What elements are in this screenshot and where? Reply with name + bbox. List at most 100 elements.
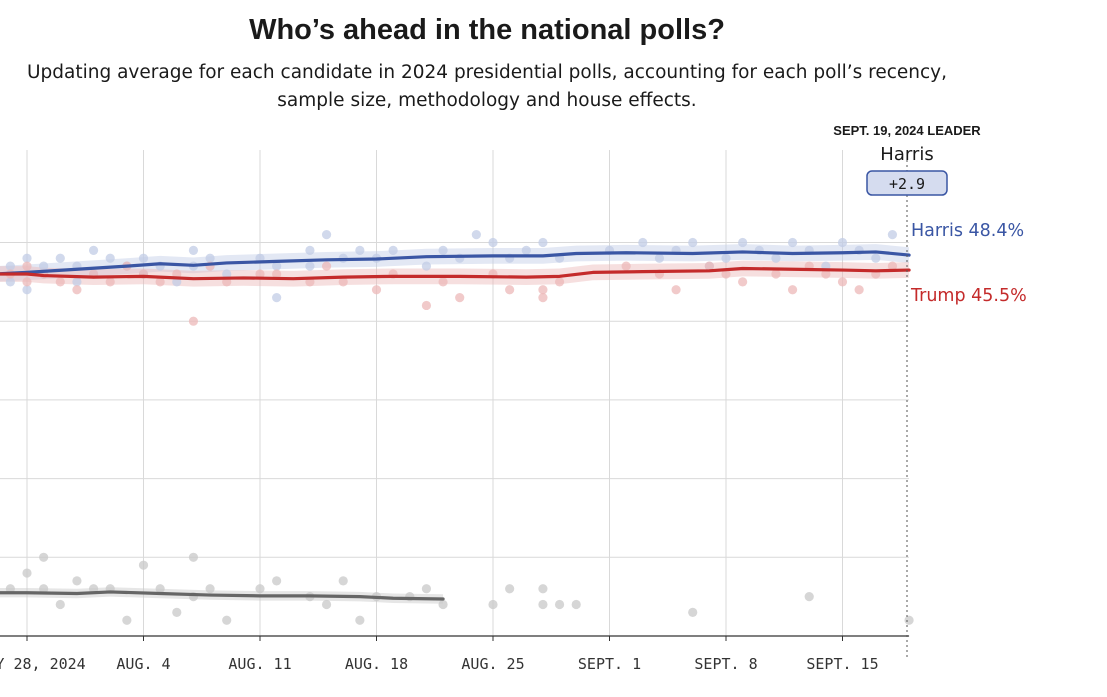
- harris-poll-point-42: [638, 237, 648, 248]
- x-axis: JULY 28, 2024 AUG. 4 AUG. 11 AUG. 18 AUG. 25…: [0, 635, 910, 673]
- trump-poll-point-44: [887, 261, 898, 271]
- trump-poll-point-6: [72, 285, 82, 295]
- trump-poll-point-28: [538, 285, 548, 295]
- gridlines: [0, 150, 910, 636]
- harris-trend-line: [0, 250, 911, 276]
- harris-poll-point-35: [471, 230, 481, 240]
- harris-poll-point-50: [771, 253, 781, 263]
- other-poll-point-25: [421, 584, 432, 594]
- other-poll-point-20: [321, 599, 332, 610]
- harris-poll-point-4: [22, 285, 32, 295]
- trump-poll-point-40: [821, 269, 831, 279]
- x-tick-label-6: SEPT. 8: [694, 655, 757, 673]
- harris-poll-point-29: [355, 245, 365, 255]
- x-tick-label-7: SEPT. 15: [806, 655, 878, 673]
- other-poll-point-16: [222, 615, 232, 625]
- harris-poll-point-47: [721, 253, 731, 263]
- other-poll-point-34: [804, 592, 814, 602]
- harris-poll-point-1: [5, 261, 15, 271]
- chart-subtitle-line-2: sample size, methodology and house effec…: [277, 90, 696, 111]
- trump-poll-point-42: [854, 285, 864, 295]
- harris-poll-point-7: [55, 253, 65, 263]
- trump-end-label: Trump 45.5%: [910, 286, 1027, 306]
- trump-poll-point-17: [272, 269, 282, 279]
- other-poll-point-33: [688, 607, 698, 617]
- harris-poll-point-10: [88, 245, 99, 255]
- trump-poll-point-33: [671, 285, 681, 295]
- trump-poll-point-41: [837, 277, 848, 287]
- trump-poll-point-5: [55, 277, 65, 287]
- trump-poll-point-38: [787, 285, 798, 295]
- harris-poll-point-3: [22, 253, 32, 263]
- harris-poll-point-25: [305, 245, 315, 255]
- x-tick-label-0: JULY 28, 2024: [0, 655, 86, 673]
- harris-poll-point-48: [738, 237, 748, 248]
- leader-box: SEPT. 19, 2024 LEADER Harris +2.9: [833, 123, 981, 196]
- trump-poll-point-24: [438, 277, 448, 287]
- trump-poll-point-3: [22, 261, 32, 271]
- other-poll-point-21: [338, 576, 348, 586]
- leader-margin-badge: [866, 170, 948, 196]
- harris-poll-point-36: [488, 237, 498, 248]
- other-poll-point-22: [355, 615, 365, 625]
- other-poll-point-3: [39, 552, 49, 562]
- trump-trend-line: [0, 266, 911, 281]
- harris-poll-point-24: [272, 261, 282, 271]
- trump-poll-point-16: [255, 269, 265, 279]
- trump-poll-point-21: [371, 285, 382, 295]
- harris-poll-point-2: [5, 277, 15, 287]
- x-tick-label-5: SEPT. 1: [578, 655, 641, 673]
- chart-title: Who’s ahead in the national polls?: [249, 14, 725, 46]
- trump-poll-point-36: [738, 277, 748, 287]
- trump-poll-point-35: [721, 269, 731, 279]
- other-poll-point-10: [138, 560, 149, 570]
- harris-poll-point-26: [305, 261, 315, 271]
- harris-poll-point-32: [421, 261, 432, 271]
- harris-poll-point-45: [688, 237, 698, 248]
- trump-poll-point-30: [554, 277, 565, 287]
- trump-poll-point-37: [771, 269, 781, 279]
- harris-poll-point-27: [321, 230, 332, 240]
- trump-poll-point-25: [455, 292, 465, 303]
- other-poll-point-1: [5, 584, 15, 594]
- x-tick-label-3: AUG. 18: [345, 655, 408, 673]
- harris-poll-point-56: [871, 253, 881, 263]
- harris-poll-point-12: [105, 253, 115, 263]
- harris-poll-point-54: [837, 237, 848, 248]
- leader-margin-value: +2.9: [889, 175, 925, 193]
- trump-poll-point-23: [421, 300, 432, 311]
- other-poll-point-30: [538, 599, 548, 610]
- other-poll-point-5: [55, 599, 65, 610]
- harris-poll-point-57: [887, 230, 898, 240]
- x-tick-label-1: AUG. 4: [116, 655, 170, 673]
- other-poll-point-4: [39, 584, 49, 594]
- chart-subtitle-line-1: Updating average for each candidate in 2…: [27, 62, 947, 83]
- other-poll-point-9: [122, 615, 132, 625]
- poll-points: [5, 230, 914, 625]
- harris-poll-point-33: [438, 245, 448, 255]
- trump-poll-point-29: [538, 292, 548, 303]
- other-poll-point-17: [255, 584, 265, 594]
- other-poll-point-12: [172, 607, 182, 617]
- other-poll-point-6: [72, 576, 82, 586]
- harris-poll-point-14: [138, 253, 149, 263]
- other-poll-point-2: [22, 568, 32, 578]
- harris-poll-point-43: [654, 253, 665, 263]
- trump-poll-point-19: [321, 261, 332, 271]
- x-tick-label-2: AUG. 11: [228, 655, 291, 673]
- trump-poll-point-2: [22, 277, 32, 287]
- trump-poll-point-20: [338, 277, 348, 287]
- other-poll-point-26: [438, 599, 448, 610]
- other-poll-point-31: [554, 599, 565, 610]
- x-tick-label-4: AUG. 25: [461, 655, 524, 673]
- confidence-bands: [0, 244, 910, 604]
- other-poll-point-29: [538, 584, 548, 594]
- harris-poll-point-18: [188, 245, 199, 255]
- harris-poll-point-8: [72, 277, 82, 287]
- other-poll-point-11: [155, 584, 165, 594]
- harris-poll-point-6: [39, 261, 49, 271]
- trend-lines: [0, 250, 911, 601]
- harris-end-label: Harris 48.4%: [911, 221, 1024, 241]
- harris-poll-point-38: [521, 245, 531, 255]
- other-poll-point-28: [505, 584, 515, 594]
